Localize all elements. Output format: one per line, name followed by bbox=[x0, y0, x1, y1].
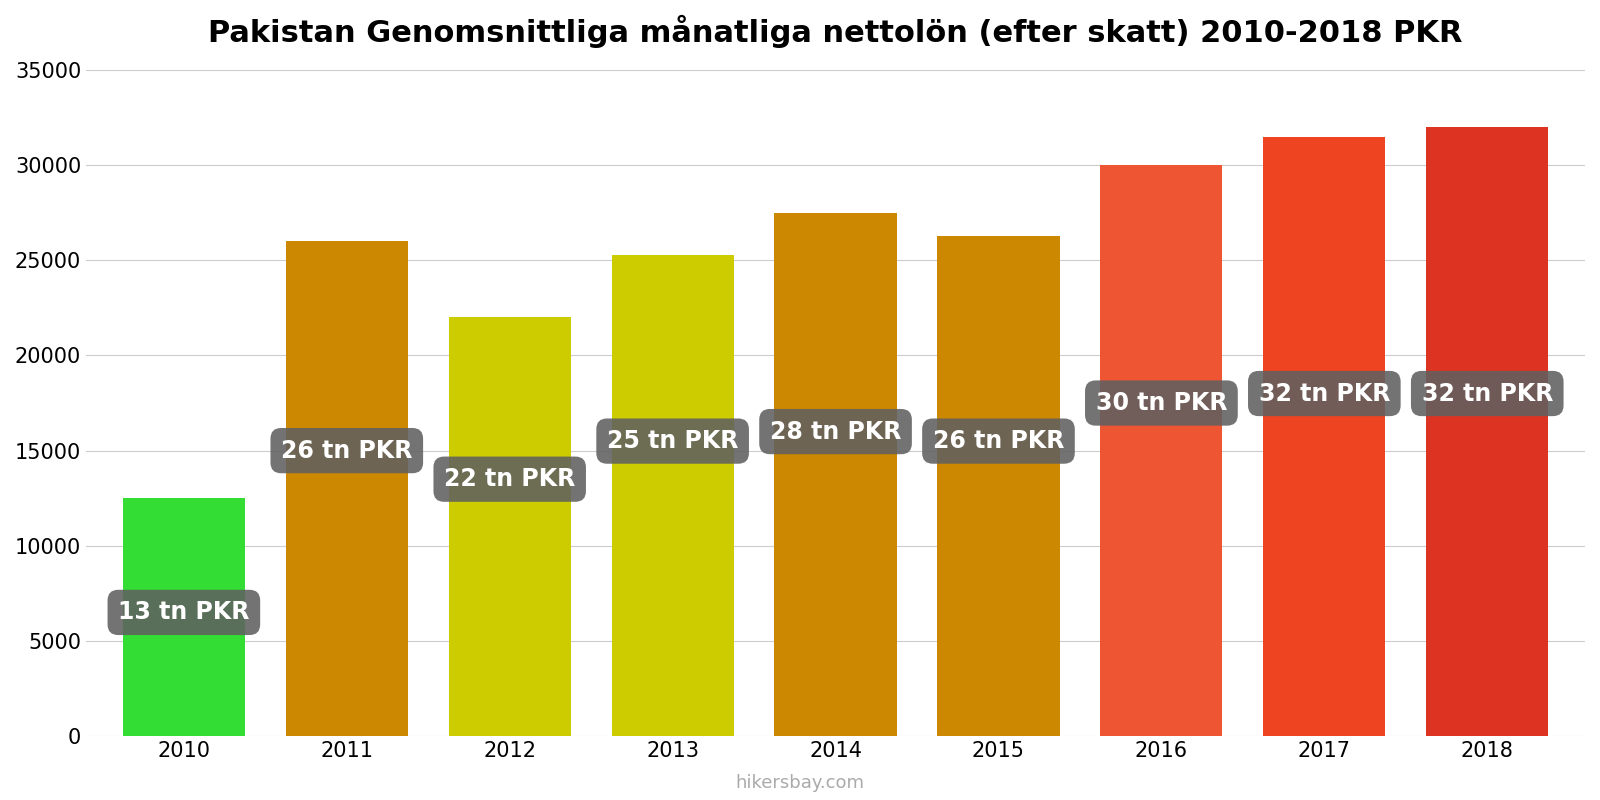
Text: hikersbay.com: hikersbay.com bbox=[736, 774, 864, 792]
Bar bbox=[1101, 165, 1222, 736]
Text: 25 tn PKR: 25 tn PKR bbox=[606, 429, 738, 453]
Bar bbox=[1426, 127, 1549, 736]
Text: 32 tn PKR: 32 tn PKR bbox=[1259, 382, 1390, 406]
Text: 32 tn PKR: 32 tn PKR bbox=[1421, 382, 1554, 406]
Bar bbox=[938, 235, 1059, 736]
Bar bbox=[611, 254, 734, 736]
Title: Pakistan Genomsnittliga månatliga nettolön (efter skatt) 2010-2018 PKR: Pakistan Genomsnittliga månatliga nettol… bbox=[208, 15, 1462, 48]
Text: 26 tn PKR: 26 tn PKR bbox=[282, 438, 413, 462]
Bar bbox=[1264, 137, 1386, 736]
Bar bbox=[774, 213, 896, 736]
Text: 28 tn PKR: 28 tn PKR bbox=[770, 419, 901, 443]
Text: 22 tn PKR: 22 tn PKR bbox=[445, 467, 576, 491]
Text: 26 tn PKR: 26 tn PKR bbox=[933, 429, 1064, 453]
Text: 30 tn PKR: 30 tn PKR bbox=[1096, 391, 1227, 415]
Bar bbox=[448, 318, 571, 736]
Bar bbox=[286, 242, 408, 736]
Text: 13 tn PKR: 13 tn PKR bbox=[118, 601, 250, 625]
Bar bbox=[123, 498, 245, 736]
